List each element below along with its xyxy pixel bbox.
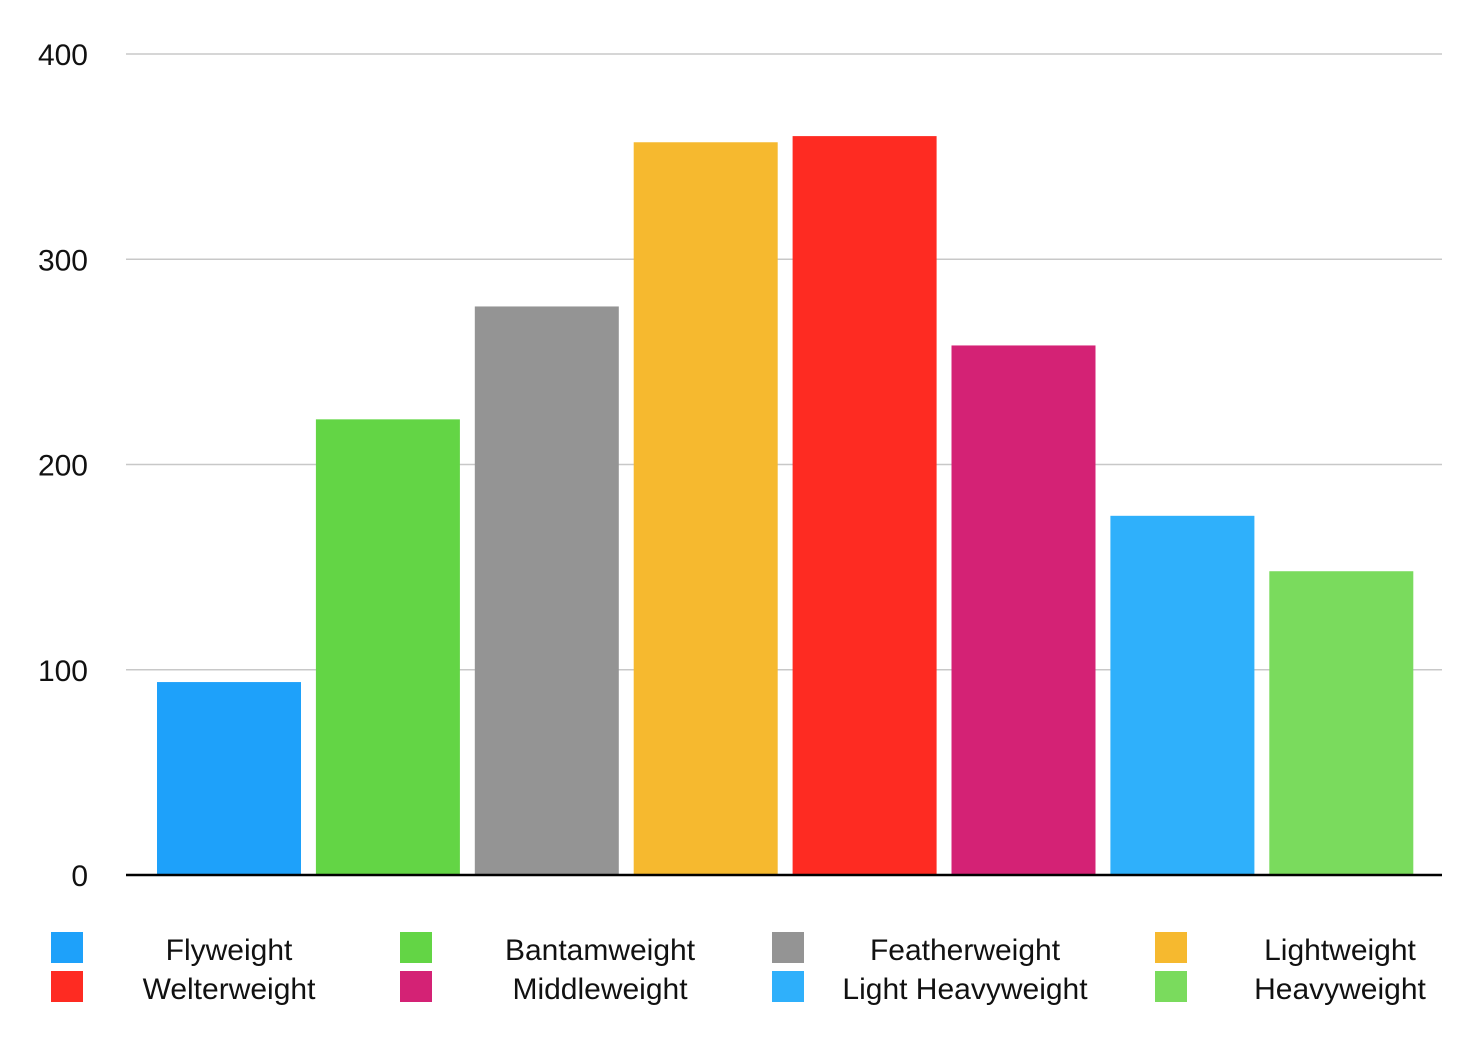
legend-label: Middleweight bbox=[512, 973, 688, 1006]
legend-label: Featherweight bbox=[870, 934, 1061, 967]
legend-item: Light Heavyweight bbox=[772, 971, 1088, 1006]
y-tick-label: 100 bbox=[38, 655, 88, 688]
bar-heavyweight bbox=[1269, 571, 1414, 875]
bar-light-heavyweight bbox=[1110, 515, 1255, 875]
legend: Flyweight Bantamweight Featherweight Lightw… bbox=[51, 932, 1427, 1006]
legend-item: Lightweight bbox=[1155, 932, 1417, 967]
legend-swatch bbox=[400, 971, 432, 1002]
legend-swatch bbox=[772, 971, 804, 1002]
y-axis-tick-labels: 0 100 200 300 400 bbox=[38, 39, 88, 893]
bar-featherweight bbox=[474, 306, 619, 875]
legend-item: Middleweight bbox=[400, 971, 688, 1006]
y-tick-label: 0 bbox=[71, 860, 88, 893]
legend-swatch bbox=[51, 932, 83, 963]
y-tick-label: 400 bbox=[38, 39, 88, 72]
legend-label: Heavyweight bbox=[1254, 973, 1426, 1006]
legend-label: Light Heavyweight bbox=[842, 973, 1088, 1006]
bar-flyweight bbox=[157, 682, 301, 875]
y-tick-label: 200 bbox=[38, 450, 88, 483]
legend-label: Welterweight bbox=[143, 973, 317, 1006]
legend-item: Welterweight bbox=[51, 971, 316, 1006]
bars bbox=[157, 136, 1414, 876]
legend-item: Heavyweight bbox=[1155, 971, 1427, 1006]
legend-swatch bbox=[400, 932, 432, 963]
legend-swatch bbox=[772, 932, 804, 963]
legend-item: Bantamweight bbox=[400, 932, 696, 967]
legend-label: Bantamweight bbox=[505, 934, 696, 967]
y-tick-label: 300 bbox=[38, 244, 88, 277]
bar-lightweight bbox=[633, 142, 778, 875]
legend-label: Lightweight bbox=[1264, 934, 1416, 967]
legend-item: Featherweight bbox=[772, 932, 1061, 967]
bar-middleweight bbox=[951, 345, 1096, 876]
legend-swatch bbox=[1155, 971, 1187, 1002]
legend-item: Flyweight bbox=[51, 932, 293, 967]
bar-welterweight bbox=[792, 136, 937, 876]
bar-bantamweight bbox=[315, 419, 460, 875]
legend-swatch bbox=[1155, 932, 1187, 963]
legend-label: Flyweight bbox=[166, 934, 293, 967]
legend-swatch bbox=[51, 971, 83, 1002]
